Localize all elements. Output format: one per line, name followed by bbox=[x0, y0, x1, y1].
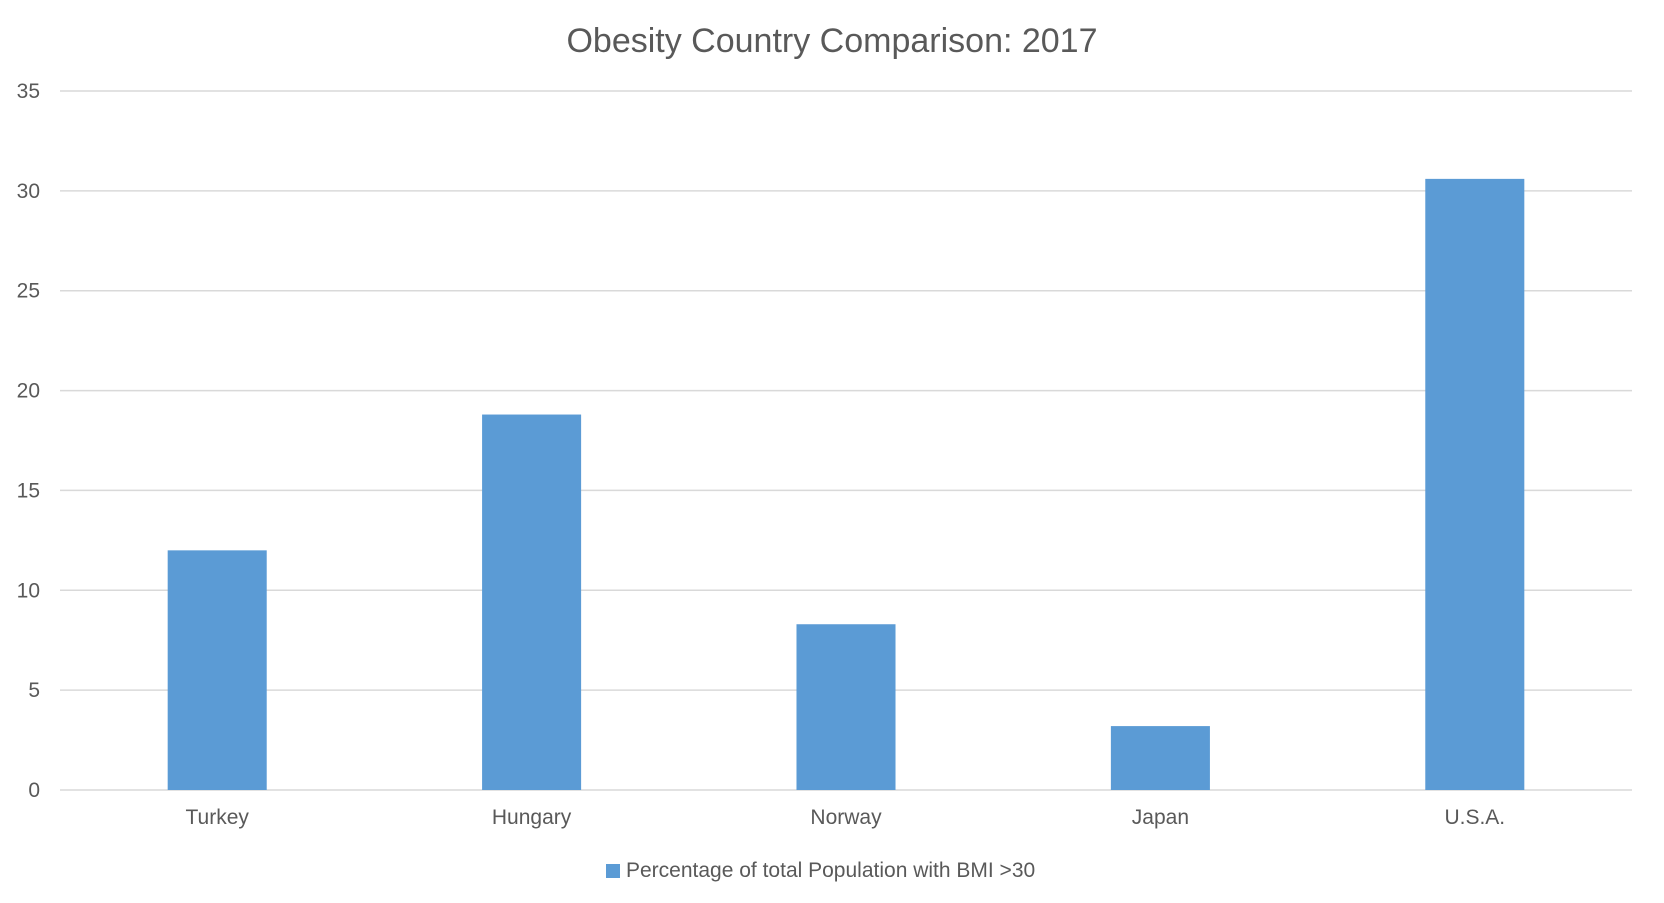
bars bbox=[167, 178, 1525, 791]
legend-swatch bbox=[606, 864, 620, 878]
y-tick-label: 30 bbox=[17, 180, 40, 203]
y-tick-label: 25 bbox=[17, 280, 40, 303]
y-tick-label: 35 bbox=[17, 80, 40, 103]
gridlines bbox=[60, 90, 1632, 791]
legend: Percentage of total Population with BMI … bbox=[606, 859, 1035, 882]
y-tick-label: 5 bbox=[28, 679, 40, 702]
x-tick-label: Norway bbox=[810, 806, 882, 829]
legend-label: Percentage of total Population with BMI … bbox=[626, 859, 1035, 882]
x-tick-label: Japan bbox=[1132, 806, 1189, 829]
x-tick-label: U.S.A. bbox=[1444, 806, 1505, 829]
bar-norway bbox=[796, 624, 896, 790]
bar-hungary bbox=[482, 414, 582, 790]
x-tick-label: Hungary bbox=[492, 806, 572, 829]
x-axis-tick-labels: Turkey Hungary Norway Japan U.S.A. bbox=[185, 806, 1505, 829]
y-axis-tick-labels: 0 5 10 15 20 25 30 35 bbox=[17, 80, 40, 802]
chart-title: Obesity Country Comparison: 2017 bbox=[566, 22, 1097, 60]
bar-turkey bbox=[167, 550, 267, 790]
y-tick-label: 20 bbox=[17, 380, 40, 403]
y-tick-label: 0 bbox=[28, 779, 40, 802]
bar-japan bbox=[1110, 726, 1210, 790]
y-tick-label: 15 bbox=[17, 479, 40, 502]
bar-u-s-a bbox=[1425, 178, 1525, 791]
x-tick-label: Turkey bbox=[185, 806, 249, 829]
y-tick-label: 10 bbox=[17, 579, 40, 602]
